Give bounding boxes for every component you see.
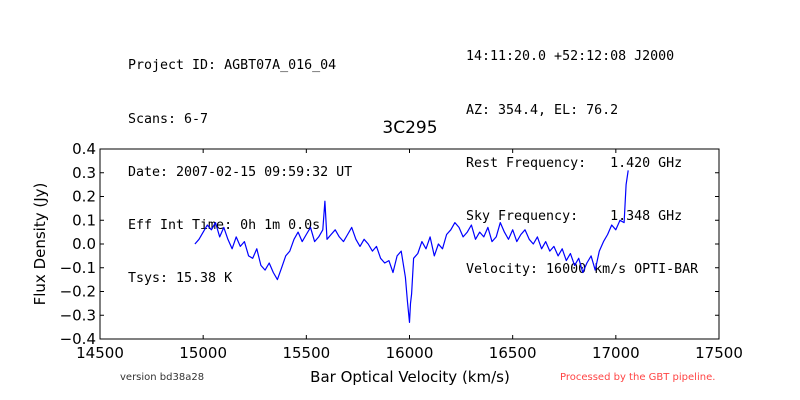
chart-title: 3C295 (382, 118, 437, 138)
y-tick-label: 0.2 (72, 188, 96, 206)
pointing-info: 14:11:20.0 +52:12:08 J2000 AZ: 354.4, EL… (466, 13, 698, 296)
x-tick-label: 15000 (179, 344, 227, 362)
tsys-line: Tsys: 15.38 K (128, 270, 233, 286)
observation-info: Project ID: AGBT07A_016_04 Scans: 6-7 Da… (128, 22, 352, 305)
x-axis-label: Bar Optical Velocity (km/s) (310, 368, 510, 386)
x-tick-label: 15500 (282, 344, 330, 362)
y-axis-ticks: −0.4 −0.3 −0.2 −0.1 0.0 0.1 0.2 0.3 0.4 (60, 140, 719, 348)
az-el-line: AZ: 354.4, EL: 76.2 (466, 102, 619, 118)
x-tick-label: 14500 (76, 344, 124, 362)
x-axis-ticks: 14500 15000 15500 16000 16500 17000 17500 (76, 149, 743, 362)
series-line-0 (194, 170, 629, 323)
y-tick-label: −0.3 (60, 306, 96, 324)
coordinates-line: 14:11:20.0 +52:12:08 J2000 (466, 49, 675, 65)
version-label: version bd38a28 (120, 372, 204, 383)
sky-frequency-line: Sky Frequency: 1.348 GHz (466, 208, 683, 224)
plot-frame (99, 148, 720, 340)
x-tick-label: 17500 (695, 344, 743, 362)
date-line: Date: 2007-02-15 09:59:32 UT (128, 164, 353, 180)
plot-layer (194, 170, 629, 323)
velocity-line: Velocity: 16000 km/s OPTI-BAR (466, 261, 699, 277)
rest-frequency-line: Rest Frequency: 1.420 GHz (466, 155, 683, 171)
y-tick-label: −0.2 (60, 283, 96, 301)
y-tick-label: 0.1 (72, 211, 96, 229)
scans-line: Scans: 6-7 (128, 111, 209, 127)
y-tick-label: 0.0 (72, 235, 96, 253)
y-tick-label: 0.4 (72, 140, 96, 158)
y-tick-label: 0.3 (72, 164, 96, 182)
pipeline-label: Processed by the GBT pipeline. (560, 372, 715, 383)
int-time-line: Eff Int Time: 0h 1m 0.0s (128, 217, 321, 233)
project-id-line: Project ID: AGBT07A_016_04 (128, 58, 337, 74)
y-tick-label: −0.1 (60, 259, 96, 277)
y-axis-label: Flux Density (Jy) (31, 183, 49, 306)
x-tick-label: 16500 (489, 344, 537, 362)
x-tick-label: 17000 (592, 344, 640, 362)
x-tick-label: 16000 (386, 344, 434, 362)
y-tick-label: −0.4 (60, 330, 96, 348)
